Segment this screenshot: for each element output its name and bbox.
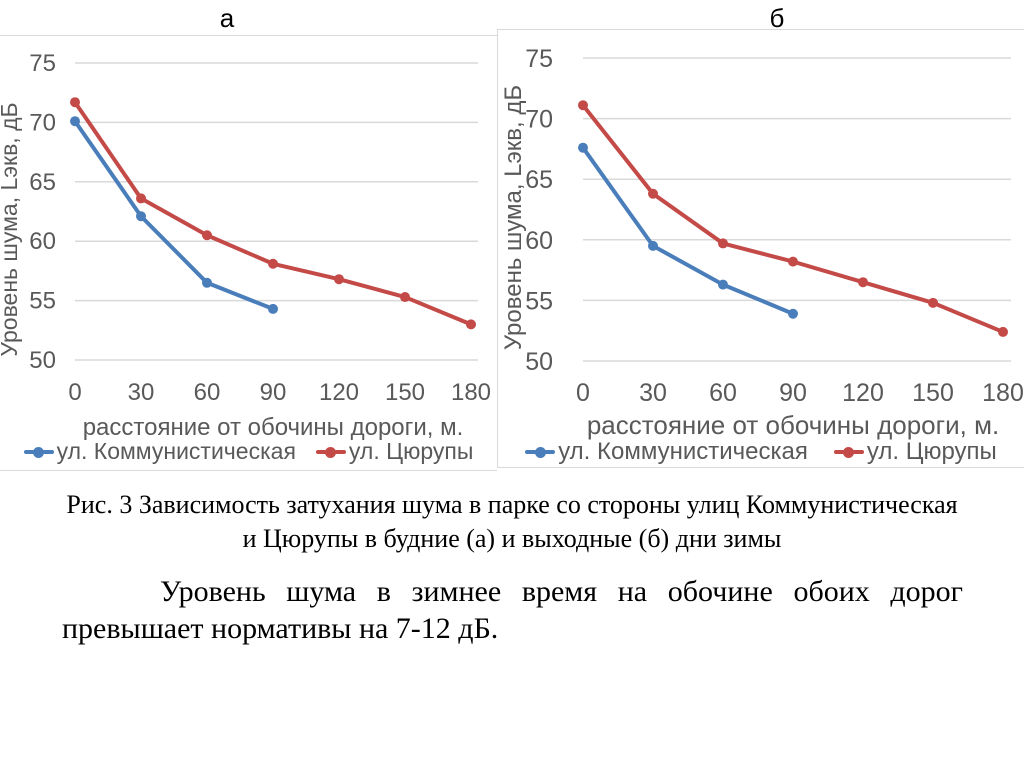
x-axis-title: расстояние от обочины дороги, м. (83, 414, 464, 441)
legend-label: ул. Коммунистическая (56, 438, 296, 464)
x-axis-tick-label: 90 (779, 379, 807, 407)
series-line-1 (73, 100, 473, 327)
x-axis-tick-label: 60 (194, 379, 221, 406)
x-axis-tick-label: 180 (451, 379, 491, 406)
data-point-marker (268, 303, 278, 314)
y-axis-tick-label: 55 (29, 288, 56, 315)
data-point-marker (202, 230, 212, 241)
x-axis-tick-label: 30 (639, 379, 667, 407)
data-point-marker (858, 277, 868, 288)
chart-b-panel-label: б (769, 3, 785, 33)
y-axis-tick-label: 60 (525, 227, 553, 255)
legend-item: ул. Цюрупы (833, 438, 997, 466)
chart-b-plot: 50 55 60 65 70 75 0 30 60 90 120 150 180 расстояние о… (500, 45, 1024, 440)
body-paragraph-line1: Уровень шума в зимнее время на обочине о… (160, 575, 963, 608)
y-axis-tick-label: 50 (525, 348, 553, 376)
body-paragraph: Уровень шума в зимнее время на обочине о… (62, 573, 963, 647)
data-point-marker (268, 258, 278, 269)
y-axis-tick-label: 65 (525, 166, 553, 194)
data-point-marker (998, 326, 1008, 337)
x-axis-tick-label: 0 (68, 379, 81, 406)
legend-label: ул. Коммунистическая (558, 438, 808, 465)
y-axis-title: Уровень шума, Lэкв, дБ (0, 102, 22, 356)
legend-item: ул. Цюрупы (315, 438, 474, 465)
y-axis-tick-label: 55 (525, 287, 553, 315)
chart-b-legend: ул. Коммунистическая ул. Цюрупы (498, 438, 1024, 466)
data-point-marker (578, 100, 588, 111)
figure-caption-line1: Рис. 3 Зависимость затухания шума в парк… (66, 490, 958, 519)
x-axis-tick-label: 120 (319, 379, 359, 406)
data-point-marker (70, 97, 80, 108)
legend-line-marker-icon (525, 446, 556, 458)
data-point-marker (788, 308, 798, 319)
x-axis-tick-label: 0 (576, 379, 590, 407)
series-line-0 (73, 119, 275, 311)
chart-a-panel-label: а (219, 3, 235, 33)
y-axis-tick-label: 50 (29, 347, 56, 374)
data-point-marker (578, 142, 588, 153)
legend-line-marker-icon (23, 446, 54, 458)
y-axis-tick-label: 70 (525, 106, 553, 134)
legend-line-marker-icon (833, 446, 864, 458)
chart-a-panel: 50 55 60 65 70 75 0 30 60 90 120 150 180 расстояние о… (0, 35, 497, 471)
y-axis-tick-label: 65 (29, 169, 56, 196)
data-point-marker (466, 319, 476, 330)
data-point-marker (648, 240, 658, 251)
series-line-1 (581, 103, 1005, 334)
chart-a-plot: 50 55 60 65 70 75 0 30 60 90 120 150 180 расстояние о… (0, 50, 491, 441)
legend-item: ул. Коммунистическая (23, 438, 296, 465)
y-axis-title: Уровень шума, Lэкв, дБ (500, 85, 527, 350)
x-axis-tick-label: 60 (709, 379, 737, 407)
data-point-marker (400, 292, 410, 303)
figure-caption: Рис. 3 Зависимость затухания шума в парк… (0, 488, 1024, 556)
figure-caption-line2: и Цюрупы в будние (а) и выходные (б) дни… (242, 524, 782, 553)
legend-item: ул. Коммунистическая (525, 438, 808, 466)
x-axis-tick-label: 120 (842, 379, 884, 407)
legend-label: ул. Цюрупы (866, 438, 997, 465)
data-point-marker (928, 297, 938, 308)
chart-b-panel: 50 55 60 65 70 75 0 30 60 90 120 150 180 расстояние о… (497, 29, 1024, 468)
y-axis-tick-label: 75 (525, 45, 553, 73)
data-point-marker (648, 188, 658, 199)
x-axis-tick-label: 150 (385, 379, 425, 406)
series-line-0 (581, 145, 795, 316)
legend-label: ул. Цюрупы (348, 438, 474, 464)
data-point-marker (136, 211, 146, 222)
x-axis-tick-label: 150 (912, 379, 954, 407)
body-paragraph-line2: превышает нормативы на 7-12 дБ. (62, 612, 499, 645)
y-axis-tick-label: 75 (29, 50, 56, 77)
data-point-marker (334, 274, 344, 285)
data-point-marker (718, 279, 728, 290)
data-point-marker (788, 256, 798, 267)
x-axis-tick-label: 90 (260, 379, 287, 406)
chart-a-legend: ул. Коммунистическая ул. Цюрупы (0, 438, 497, 465)
y-axis-tick-label: 60 (29, 228, 56, 255)
x-axis-tick-label: 180 (982, 379, 1024, 407)
x-axis-tick-label: 30 (128, 379, 155, 406)
y-axis-tick-label: 70 (29, 109, 56, 136)
data-point-marker (718, 238, 728, 249)
x-axis-title: расстояние от обочины дороги, м. (587, 410, 999, 440)
legend-line-marker-icon (315, 446, 346, 458)
data-point-marker (70, 116, 80, 127)
data-point-marker (136, 193, 146, 204)
data-point-marker (202, 277, 212, 288)
